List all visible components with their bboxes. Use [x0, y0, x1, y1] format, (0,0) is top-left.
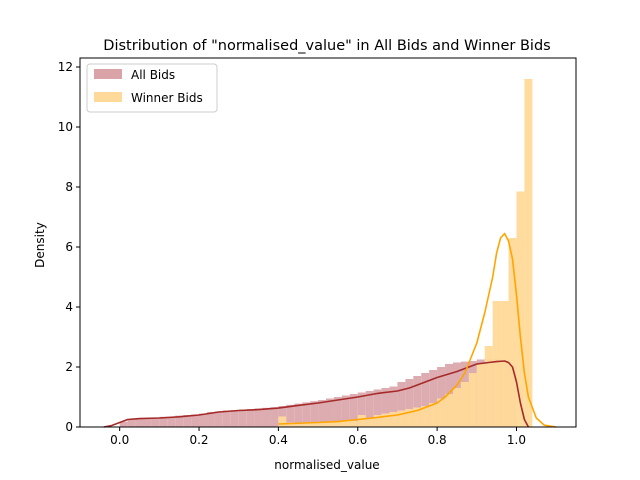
- hist-bar-all-bids: [151, 418, 160, 427]
- kde-line-winner-bids: [278, 232, 557, 428]
- hist-bar-winner-bids: [460, 382, 469, 427]
- x-tick-label: 0.2: [189, 433, 208, 447]
- hist-bar-winner-bids: [333, 421, 342, 427]
- hist-bar-winner-bids: [278, 416, 287, 427]
- x-tick-label: 0.4: [269, 433, 288, 447]
- hist-bar-all-bids: [199, 413, 207, 427]
- hist-bar-all-bids: [310, 401, 319, 427]
- hist-bar-winner-bids: [349, 421, 358, 427]
- hist-bar-all-bids: [333, 397, 342, 427]
- x-tick-label: 0.8: [428, 433, 447, 447]
- hist-bar-all-bids: [143, 418, 152, 427]
- y-axis-label: Density: [33, 222, 47, 268]
- hist-bar-all-bids: [437, 367, 446, 427]
- hist-bar-winner-bids: [310, 422, 319, 427]
- hist-bar-all-bids: [302, 402, 311, 427]
- hist-bar-all-bids: [341, 395, 350, 427]
- hist-bar-winner-bids: [373, 415, 382, 427]
- hist-bar-winner-bids: [500, 301, 509, 427]
- legend-label-winner-bids: Winner Bids: [131, 91, 203, 105]
- y-tick-label: 4: [65, 300, 73, 314]
- legend-swatch-winner-bids: [94, 92, 122, 102]
- hist-bar-all-bids: [167, 416, 176, 427]
- hist-bar-winner-bids: [452, 388, 461, 427]
- legend-swatch-all-bids: [94, 69, 122, 79]
- hist-bar-winner-bids: [405, 409, 414, 427]
- hist-bar-all-bids: [262, 407, 271, 427]
- hist-bar-winner-bids: [445, 394, 453, 427]
- hist-bar-winner-bids: [429, 403, 438, 427]
- hist-bar-winner-bids: [389, 412, 398, 427]
- hist-bar-winner-bids: [421, 406, 430, 427]
- hist-bar-winner-bids: [326, 422, 334, 427]
- hist-bar-winner-bids: [341, 421, 350, 427]
- hist-bar-winner-bids: [381, 413, 390, 427]
- hist-bar-all-bids: [214, 411, 223, 427]
- hist-bar-winner-bids: [318, 422, 327, 427]
- axes-frame: [79, 57, 577, 428]
- hist-bar-all-bids: [191, 414, 200, 427]
- hist-bar-all-bids: [270, 407, 279, 427]
- plot-area: [103, 79, 557, 428]
- hist-bar-winner-bids: [365, 418, 374, 427]
- hist-bar-all-bids: [175, 415, 184, 427]
- hist-bar-winner-bids: [437, 398, 446, 427]
- x-axis-label: normalised_value: [274, 458, 379, 472]
- hist-bar-all-bids: [294, 403, 303, 427]
- hist-bar-winner-bids: [357, 415, 366, 427]
- hist-bar-all-bids: [405, 379, 414, 427]
- hist-bar-winner-bids: [516, 191, 525, 427]
- hist-bar-all-bids: [159, 416, 168, 427]
- x-tick-label: 0.6: [348, 433, 367, 447]
- hist-bar-all-bids: [381, 388, 390, 427]
- y-tick-label: 8: [65, 180, 73, 194]
- hist-bar-all-bids: [349, 394, 358, 427]
- chart-title: Distribution of "normalised_value" in Al…: [103, 38, 550, 54]
- hist-bar-winner-bids: [302, 422, 311, 427]
- hist-bar-winner-bids: [468, 373, 477, 427]
- hist-bar-all-bids: [230, 410, 239, 427]
- hist-bar-winner-bids: [484, 346, 493, 427]
- hist-bar-winner-bids: [492, 301, 501, 427]
- hist-bar-all-bids: [326, 398, 334, 427]
- hist-bar-all-bids: [127, 419, 136, 427]
- y-tick-label: 6: [65, 240, 73, 254]
- hist-bar-all-bids: [238, 409, 247, 427]
- kde-line-all-bids: [103, 360, 530, 428]
- hist-bar-all-bids: [206, 412, 215, 427]
- hist-bar-winner-bids: [294, 424, 303, 427]
- x-tick-label: 1.0: [507, 433, 526, 447]
- hist-bar-winner-bids: [476, 364, 485, 427]
- hist-bar-winner-bids: [508, 238, 517, 427]
- legend-label-all-bids: All Bids: [131, 68, 175, 82]
- hist-bar-all-bids: [357, 392, 366, 427]
- axis-ticks: 0.0 0.2 0.4 0.6 0.8 1.0 0 2 4 6 8 10 12: [58, 60, 526, 447]
- hist-bar-all-bids: [286, 404, 295, 427]
- y-tick-label: 2: [65, 360, 73, 374]
- x-tick-label: 0.0: [110, 433, 129, 447]
- hist-bar-all-bids: [318, 400, 327, 427]
- legend: All Bids Winner Bids: [86, 63, 218, 113]
- hist-bar-all-bids: [135, 418, 144, 427]
- hist-bar-all-bids: [389, 386, 398, 427]
- hist-bar-all-bids: [429, 370, 438, 427]
- hist-bar-winner-bids: [286, 422, 295, 427]
- y-tick-label: 0: [65, 420, 73, 434]
- hist-bar-all-bids: [365, 391, 374, 427]
- hist-bar-all-bids: [222, 410, 231, 427]
- y-tick-label: 10: [58, 120, 73, 134]
- hist-bar-all-bids: [397, 382, 406, 427]
- hist-bar-winner-bids: [524, 79, 533, 427]
- hist-bar-all-bids: [413, 376, 422, 427]
- hist-bar-all-bids: [183, 415, 192, 427]
- hist-bar-winner-bids: [397, 410, 406, 427]
- hist-bar-all-bids: [119, 421, 128, 427]
- hist-bar-all-bids: [421, 373, 430, 427]
- hist-bar-all-bids: [246, 409, 255, 427]
- hist-bar-winner-bids: [413, 407, 422, 427]
- hist-bar-all-bids: [254, 408, 263, 427]
- hist-bar-all-bids: [373, 389, 382, 427]
- y-tick-label: 12: [58, 60, 73, 74]
